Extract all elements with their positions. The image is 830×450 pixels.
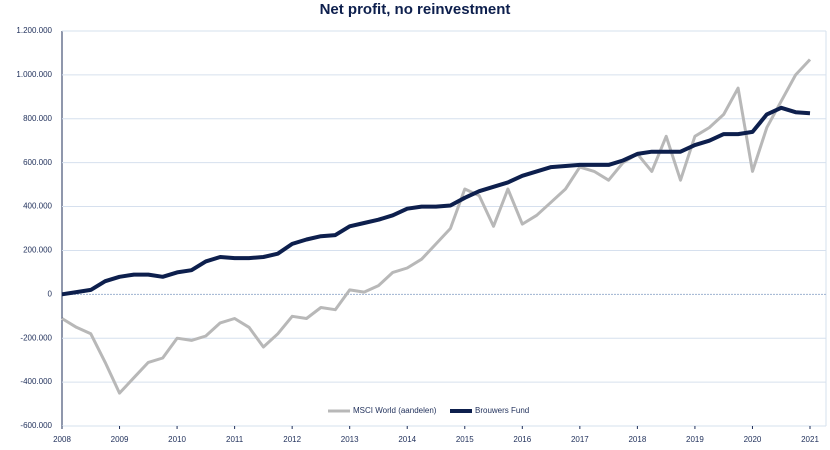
x-tick-label: 2021 bbox=[801, 435, 819, 444]
chart-title: Net profit, no reinvestment bbox=[320, 1, 511, 18]
x-tick-label: 2018 bbox=[628, 435, 646, 444]
y-tick-label: 0 bbox=[48, 289, 53, 298]
y-tick-label: -600.000 bbox=[20, 421, 52, 430]
x-tick-label: 2011 bbox=[226, 435, 244, 444]
x-tick-label: 2012 bbox=[283, 435, 301, 444]
y-tick-label: 600.000 bbox=[23, 158, 52, 167]
y-tick-label: 800.000 bbox=[23, 114, 52, 123]
series-line bbox=[61, 58, 812, 395]
y-tick-label: -200.000 bbox=[20, 333, 52, 342]
x-tick-label: 2020 bbox=[744, 435, 762, 444]
y-tick-label: 200.000 bbox=[23, 246, 52, 255]
series-line bbox=[61, 105, 811, 297]
legend-label: Brouwers Fund bbox=[475, 406, 529, 415]
x-tick-label: 2019 bbox=[686, 435, 704, 444]
x-tick-label: 2009 bbox=[111, 435, 129, 444]
x-tick-label: 2014 bbox=[398, 435, 416, 444]
x-tick-label: 2015 bbox=[456, 435, 474, 444]
y-tick-label: 400.000 bbox=[23, 202, 52, 211]
x-tick-label: 2016 bbox=[513, 435, 531, 444]
y-tick-label: 1.200.000 bbox=[16, 26, 52, 35]
y-tick-label: -400.000 bbox=[20, 377, 52, 386]
legend-label: MSCI World (aandelen) bbox=[353, 406, 437, 415]
x-tick-label: 2010 bbox=[168, 435, 186, 444]
x-tick-label: 2013 bbox=[341, 435, 359, 444]
x-tick-label: 2008 bbox=[53, 435, 71, 444]
x-tick-label: 2017 bbox=[571, 435, 589, 444]
y-tick-label: 1.000.000 bbox=[16, 70, 52, 79]
